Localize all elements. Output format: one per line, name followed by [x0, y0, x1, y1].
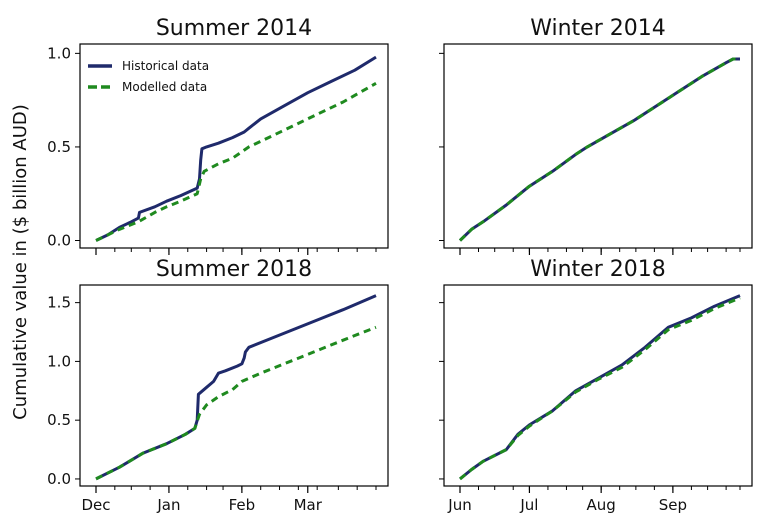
panel-title: Winter 2014 [530, 16, 666, 41]
panel-title: Summer 2014 [156, 16, 312, 41]
historical-series-line [95, 55, 377, 242]
x-tick-label: Feb [229, 496, 256, 514]
modelled-series-line [458, 57, 740, 242]
panel-2: Winter 2014 [439, 16, 753, 255]
modelled-series-line [459, 296, 741, 481]
legend-label: Historical data [122, 59, 209, 73]
modelled-series-line [95, 81, 377, 242]
x-tick-label: Mar [294, 496, 323, 514]
x-tick-label: Dec [81, 496, 110, 514]
historical-series-line [458, 57, 740, 242]
legend-label: Modelled data [122, 80, 207, 94]
y-tick-label: 0.0 [47, 470, 71, 488]
y-tick-label: 0.5 [47, 411, 71, 429]
panel-1: Summer 2014 0.0 0.5 1.0 Historical data Model… [47, 16, 389, 255]
x-tick-label: Jan [156, 496, 180, 514]
legend: Historical data Modelled data [88, 59, 209, 94]
y-tick-label: 0.5 [47, 138, 71, 156]
x-tick-label: Jul [519, 496, 538, 514]
panel-title: Summer 2018 [156, 257, 312, 282]
panel-title: Winter 2018 [530, 257, 666, 282]
plot-frame [443, 284, 753, 487]
y-tick-label: 0.0 [47, 232, 71, 250]
y-tick-label: 1.5 [47, 294, 71, 312]
x-tick-label: Aug [587, 496, 616, 514]
y-tick-label: 1.0 [47, 44, 71, 62]
plot-frame [79, 43, 389, 249]
panel-4: Winter 2018 Jun Jul Aug Sep [439, 257, 753, 514]
panel-3: Summer 2018 0.0 0.5 1.0 1.5 Dec Jan Feb Mar [47, 257, 389, 514]
plot-frame [443, 43, 753, 249]
plot-frame [79, 284, 389, 487]
x-tick-label: Sep [659, 496, 687, 514]
x-tick-label: Jun [447, 496, 471, 514]
y-tick-label: 1.0 [47, 352, 71, 370]
y-axis-label: Cumulative value in ($ billion AUD) [10, 104, 31, 420]
